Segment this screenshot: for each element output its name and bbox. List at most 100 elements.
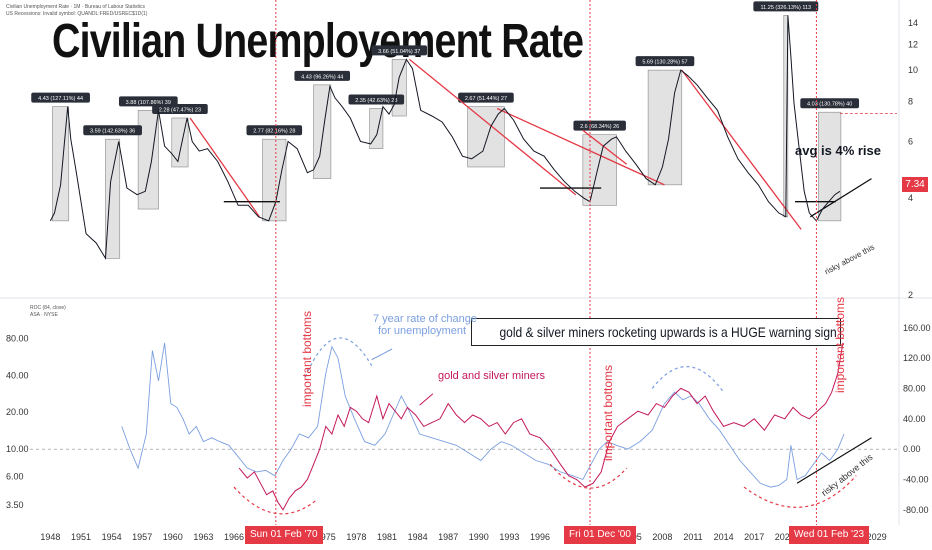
rise-label-bg <box>118 96 178 107</box>
rise-box <box>647 69 683 186</box>
x-tick-label: 2014 <box>714 532 734 542</box>
lower-title-line2: ASA · NYSE <box>30 312 58 318</box>
y-tick-label: 8 <box>908 96 913 106</box>
warning-text: gold & silver miners rocketing upwards i… <box>499 324 837 340</box>
rise-label: 5.69 (130.28%) 57 <box>642 60 687 66</box>
x-tick-label: 2017 <box>744 532 764 542</box>
x-tick-label: 1987 <box>438 532 458 542</box>
y-tick-label: 4 <box>908 193 913 203</box>
lower-title-line1: ROC (84, close) <box>30 305 66 311</box>
rise-label: 4.43 (127.11%) 44 <box>38 96 83 102</box>
rise-label-bg <box>371 45 428 56</box>
unemployment-panel: 4.43 (127.11%) 44 3.59 (142.63%) 36 3.88 (… <box>31 1 897 260</box>
right-tick-label: 80.00 <box>903 383 926 393</box>
rise-label: 4.43 (96.26%) 44 <box>301 74 343 80</box>
miners-line <box>238 342 844 511</box>
rise-label-bg <box>246 125 303 136</box>
x-tick-label: 1963 <box>193 532 213 542</box>
y-tick-label: 2 <box>908 290 913 300</box>
right-tick-label: -80.00 <box>903 505 929 515</box>
x-tick-label: 1990 <box>469 532 489 542</box>
y-tick-label: 6 <box>908 137 913 147</box>
left-tick-label: 3.50 <box>6 500 24 510</box>
red-trendline <box>409 58 577 196</box>
rise-label-bg <box>31 92 90 103</box>
roc-label-line2: for unemployment <box>378 325 467 337</box>
date-badge-1970: Sun 01 Feb '70 <box>245 526 323 544</box>
y-tick-label: 10 <box>908 65 918 75</box>
important-bottoms-label-1970: important bottoms <box>300 310 315 408</box>
rise-label-bg <box>635 56 695 67</box>
x-tick-label: 1978 <box>346 532 366 542</box>
miners-label: gold and silver miners <box>438 370 545 382</box>
rise-box <box>467 106 505 168</box>
red-trendline <box>582 129 628 165</box>
left-tick-label: 20.00 <box>6 407 29 417</box>
date-badge-2000: Fri 01 Dec '00 <box>564 526 636 544</box>
rise-label: 2.35 (42.63%) 23 <box>355 98 397 104</box>
important-bottoms-label-2000: important bottoms <box>601 364 616 462</box>
rise-box <box>105 138 121 259</box>
date-badge-2023: Wed 01 Feb '23 <box>789 526 870 544</box>
right-tick-label: 120.00 <box>903 353 931 363</box>
rise-label: 11.25 (326.13%) 113 <box>761 5 812 11</box>
x-tick-label: 1966 <box>224 532 244 542</box>
y-tick-label: 14 <box>908 18 918 28</box>
warning-callout: gold & silver miners rocketing upwards i… <box>471 318 841 346</box>
rise-label-bg <box>573 120 626 131</box>
rise-box <box>391 59 407 117</box>
left-tick-label: 6.00 <box>6 471 24 481</box>
rise-box <box>262 138 287 222</box>
red-trendline <box>189 117 261 218</box>
rise-label-bg <box>753 1 819 12</box>
rise-label: 2.28 (47.47%) 23 <box>159 107 201 113</box>
top-arc <box>304 337 373 378</box>
red-trendline <box>681 69 802 230</box>
red-trendline <box>496 107 665 186</box>
x-tick-label: 1996 <box>530 532 550 542</box>
x-tick-label: 1954 <box>102 532 122 542</box>
x-tick-label: 1960 <box>163 532 183 542</box>
support-line <box>809 178 872 218</box>
rise-label: 3.88 (107.86%) 39 <box>126 100 171 106</box>
roc-label-line1: 7 year rate of change <box>373 313 477 325</box>
rise-label-bg <box>458 92 514 103</box>
miners-pointer <box>419 393 434 406</box>
rise-box <box>137 110 159 210</box>
x-tick-label: 2029 <box>867 532 887 542</box>
roc-line <box>121 342 845 488</box>
x-tick-label: 1957 <box>132 532 152 542</box>
risky-line <box>796 437 872 484</box>
unemployment-line <box>49 15 841 260</box>
right-tick-label: -40.00 <box>903 474 929 484</box>
chart-title-line: Civilian Unemployment Rate · 1M · Bureau… <box>6 4 145 10</box>
right-tick-label: 40.00 <box>903 414 926 424</box>
rise-label: 3.59 (142.63%) 36 <box>90 129 135 135</box>
rise-label: 4.03 (130.78%) 40 <box>807 102 852 108</box>
rise-label-bg <box>294 70 351 81</box>
left-tick-label: 10.00 <box>6 444 29 454</box>
x-tick-label: 1951 <box>71 532 91 542</box>
bottom-arc <box>549 463 628 489</box>
x-tick-label: 1984 <box>408 532 428 542</box>
x-tick-label: 2020 <box>775 532 795 542</box>
rise-box <box>369 108 384 149</box>
rise-label-bg <box>83 125 142 136</box>
avg-rise-label: avg is 4% rise <box>795 143 881 158</box>
x-tick-label: 1975 <box>316 532 336 542</box>
rise-label-bg <box>800 98 860 109</box>
y-tick-label: 12 <box>908 40 918 50</box>
roc-pointer <box>371 348 393 361</box>
right-tick-label: 0.00 <box>903 444 921 454</box>
top-arc <box>651 366 725 393</box>
x-tick-label: 1948 <box>40 532 60 542</box>
x-tick-label: 2011 <box>683 532 702 542</box>
rise-label-bg <box>152 103 208 114</box>
rise-box <box>818 111 842 222</box>
rise-label-bg <box>348 94 405 105</box>
big-title: Civilian Unemployement Rate <box>52 15 584 68</box>
rise-label: 3.66 (51.04%) 37 <box>378 49 420 55</box>
right-tick-label: 160.00 <box>903 323 931 333</box>
